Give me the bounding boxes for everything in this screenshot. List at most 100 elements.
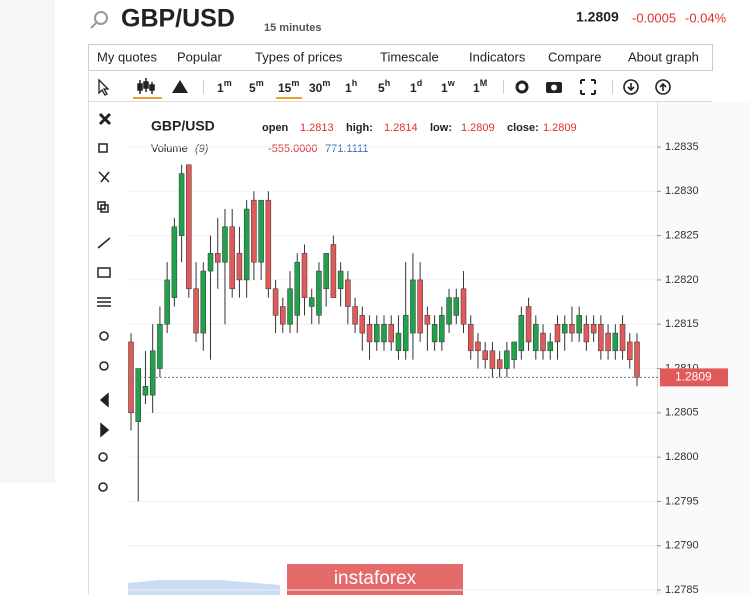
candle-body [258, 199, 264, 263]
y-tick-label: 1.2825 [665, 230, 699, 242]
candle-body [634, 341, 640, 378]
menu-bar [88, 44, 713, 71]
timescale-number: 1 [217, 81, 224, 95]
y-tick-label: 1.2785 [665, 584, 699, 595]
y-tick-label: 1.2835 [665, 141, 699, 153]
timescale[interactable]: 5h [378, 78, 390, 95]
timescale-unit: h [385, 78, 391, 88]
candle-body [135, 368, 141, 422]
menu-item[interactable]: Compare [548, 49, 601, 64]
candle-body [200, 270, 207, 334]
candle-body [308, 297, 315, 307]
close-tool[interactable] [98, 112, 112, 126]
download-icon[interactable] [623, 79, 639, 95]
candle-body [229, 226, 235, 290]
candle-body [294, 261, 301, 316]
candle-body [388, 323, 394, 343]
toolbar-icons [203, 79, 671, 95]
menu-item[interactable]: Types of prices [255, 49, 343, 64]
candle-body [222, 226, 228, 263]
candle-body [612, 332, 619, 352]
candle-body [504, 350, 510, 369]
levels-tool[interactable] [97, 297, 111, 307]
candles [128, 164, 640, 502]
legend-label: close: [507, 122, 539, 134]
timescale[interactable]: 15m [278, 78, 299, 95]
candle-body [178, 173, 185, 236]
timescale-unit: d [417, 78, 423, 88]
candle-body [511, 341, 517, 360]
timescale-unit: m [224, 78, 232, 88]
candle-body [345, 279, 351, 307]
timescale-unit: m [322, 78, 330, 88]
candle-body [381, 323, 387, 343]
cursor-tool[interactable] [98, 78, 110, 96]
candle-body [431, 323, 438, 343]
timescale[interactable]: 1h [345, 78, 357, 95]
legend-value: 1.2809 [543, 122, 577, 134]
menu-item[interactable]: Timescale [380, 49, 439, 64]
candle-body [569, 323, 575, 334]
timescale[interactable]: 1w [441, 78, 456, 95]
timescale[interactable]: 1m [217, 78, 232, 95]
line-tool[interactable] [97, 237, 111, 249]
timescale[interactable]: 1d [410, 78, 422, 95]
fullscreen-icon[interactable] [580, 79, 596, 95]
timescale-unit: w [447, 78, 456, 88]
scroll-left[interactable] [99, 392, 109, 408]
symbol: GBP/USD [121, 5, 235, 33]
candle-body [598, 323, 604, 352]
timescale[interactable]: 5m [249, 78, 264, 95]
zoom-out[interactable] [99, 361, 109, 371]
watermark: instaforex [334, 568, 417, 589]
legend-value: 1.2809 [461, 122, 495, 134]
area-type[interactable] [172, 80, 188, 93]
candle-body [193, 288, 199, 334]
tool[interactable] [98, 482, 108, 492]
settings-icon[interactable] [515, 80, 529, 94]
tool[interactable] [100, 204, 109, 213]
candle-body [243, 208, 250, 281]
y-tick-label: 1.2820 [665, 274, 699, 286]
tool[interactable] [98, 143, 108, 153]
menu-item[interactable]: My quotes [97, 49, 157, 64]
zoom-in[interactable] [99, 331, 109, 341]
candle-body [214, 253, 221, 263]
candle-body [395, 332, 402, 352]
volume-value: 771.1111 [325, 143, 368, 155]
candle-body [590, 323, 597, 334]
candle-body [374, 323, 380, 343]
candle-body [496, 359, 503, 369]
candle-body [359, 315, 366, 334]
download-arrow [627, 83, 635, 92]
timescale[interactable]: 30m [309, 78, 330, 95]
tool[interactable] [98, 171, 110, 183]
candle-body [518, 315, 525, 352]
search-icon-handle [90, 22, 97, 29]
candle-body [475, 341, 481, 352]
search-icon[interactable] [94, 11, 108, 25]
candle-body [157, 323, 163, 369]
price: 1.2809 [576, 9, 619, 25]
scroll-right[interactable] [100, 422, 110, 438]
legend-value: 1.2814 [384, 122, 418, 134]
upload-icon[interactable] [655, 79, 671, 95]
rect-tool[interactable] [97, 267, 111, 278]
candle-body [554, 323, 561, 343]
candle-body [352, 306, 358, 325]
candles-type[interactable] [137, 78, 155, 94]
candle-body [547, 341, 554, 352]
candle-body [366, 323, 373, 343]
side-shade [0, 0, 55, 483]
menu-item[interactable]: Indicators [469, 49, 526, 64]
y-tick-label: 1.2815 [665, 318, 699, 330]
menu-item[interactable]: Popular [177, 49, 222, 64]
menu-item[interactable]: About graph [628, 49, 699, 64]
candle-body [561, 323, 568, 334]
candle-body [482, 350, 488, 360]
timescale[interactable]: 1M [473, 78, 487, 95]
tool[interactable] [98, 452, 108, 462]
candle-body [410, 279, 416, 334]
